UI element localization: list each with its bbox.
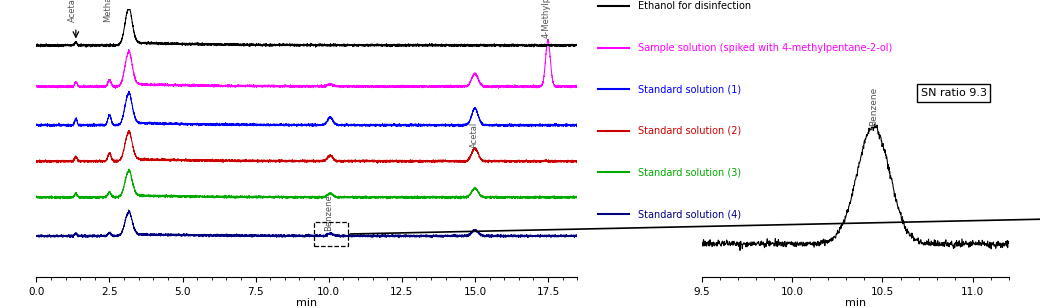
Text: Methanol: Methanol [103, 0, 111, 22]
Text: Standard solution (1): Standard solution (1) [638, 84, 740, 94]
Text: Ethanol for disinfection: Ethanol for disinfection [638, 1, 751, 11]
X-axis label: min: min [844, 298, 866, 308]
Text: SN ratio 9.3: SN ratio 9.3 [920, 88, 987, 98]
Text: Benzene: Benzene [869, 87, 878, 126]
Text: Benzene: Benzene [324, 194, 333, 231]
Text: Acetal: Acetal [470, 122, 479, 148]
Bar [314, 222, 347, 246]
Text: Acetaldehyde: Acetaldehyde [68, 0, 77, 22]
Text: Sample solution (spiked with 4-methylpentane-2-ol): Sample solution (spiked with 4-methylpen… [638, 43, 891, 53]
Text: Standard solution (3): Standard solution (3) [638, 168, 740, 177]
X-axis label: min: min [296, 298, 317, 308]
Text: Standard solution (4): Standard solution (4) [638, 209, 740, 219]
Text: 4-Methylpentane-2-ol: 4-Methylpentane-2-ol [542, 0, 551, 38]
Text: Standard solution (2): Standard solution (2) [638, 126, 740, 136]
